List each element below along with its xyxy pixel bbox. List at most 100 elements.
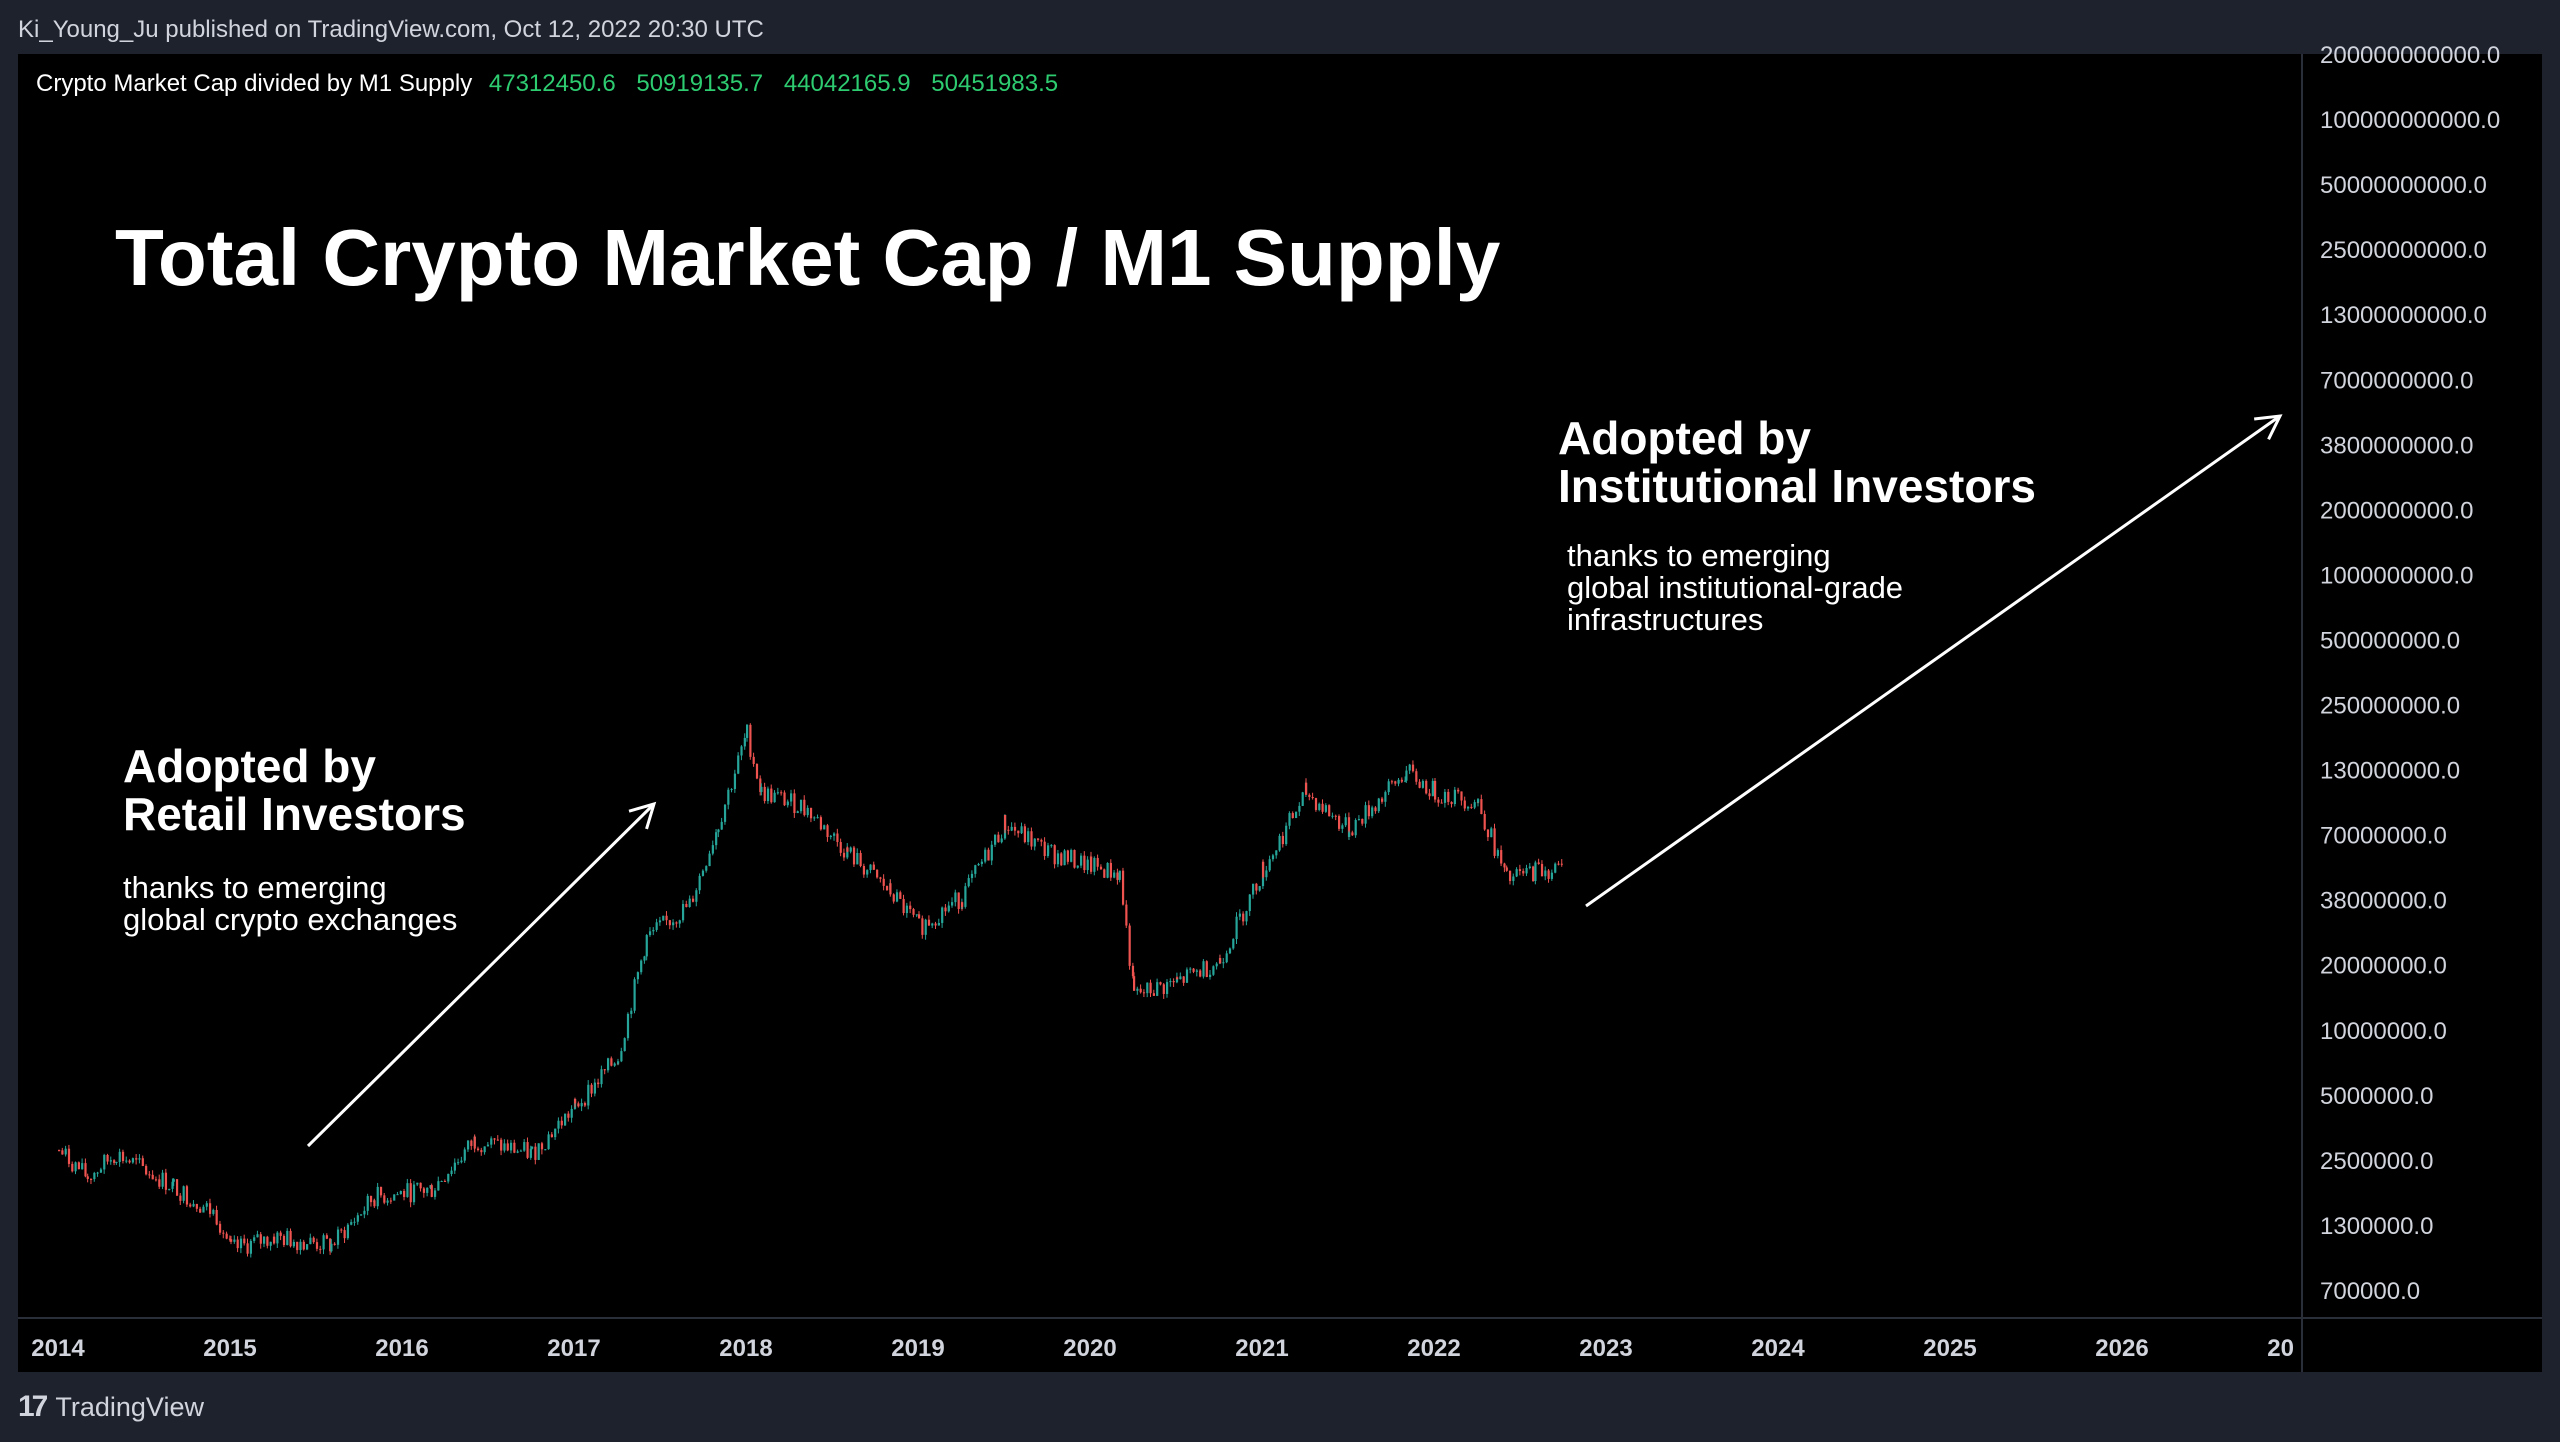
candle-body — [1480, 799, 1483, 815]
candle-body — [1364, 805, 1367, 824]
candle-body — [279, 1232, 282, 1236]
candle-body — [793, 793, 796, 814]
candle-body — [1550, 872, 1554, 879]
candle-body — [544, 1149, 547, 1151]
candle-body — [905, 905, 909, 914]
candle-body — [1030, 831, 1033, 847]
candle-body — [205, 1203, 208, 1207]
candle-body — [889, 883, 892, 895]
candle-body — [720, 821, 723, 830]
tradingview-logo[interactable]: 17 TradingView — [18, 1390, 204, 1424]
candle-body — [1086, 859, 1089, 871]
candle-body — [813, 817, 816, 819]
candle-body — [1010, 826, 1013, 831]
candle-body — [557, 1120, 560, 1129]
candle-body — [1534, 862, 1537, 882]
candle-body — [1017, 830, 1020, 834]
time-tick-label: 2023 — [1579, 1335, 1632, 1362]
candle-body — [540, 1143, 544, 1150]
candle-body — [902, 898, 905, 914]
candle-body — [141, 1158, 144, 1166]
candle-body — [96, 1172, 99, 1174]
candle-body — [1295, 811, 1298, 819]
chart-area[interactable] — [18, 54, 2542, 1372]
candle-body — [195, 1203, 198, 1209]
candle-body — [1301, 792, 1304, 806]
candle-body — [648, 931, 652, 936]
candle-body — [672, 922, 675, 926]
candle-body — [1515, 869, 1518, 877]
candle-body — [440, 1180, 443, 1182]
candle-body — [688, 898, 691, 901]
candle-body — [1421, 780, 1425, 788]
legend-high: 50919135.7 — [636, 70, 764, 97]
candle-body — [192, 1203, 195, 1207]
candle-body — [1381, 798, 1384, 802]
candle-body — [537, 1143, 540, 1160]
candle-body — [1099, 866, 1103, 870]
candle-body — [483, 1146, 486, 1153]
candle-body — [1331, 815, 1334, 817]
candle-body — [977, 863, 980, 866]
candle-body — [1033, 838, 1036, 847]
candle-body — [208, 1203, 212, 1214]
candle-body — [1179, 976, 1182, 980]
candle-body — [984, 849, 987, 862]
candle-body — [859, 853, 862, 867]
retail-sub-line1: thanks to emerging — [123, 870, 387, 905]
candle-body — [299, 1241, 302, 1251]
candle-body — [523, 1142, 526, 1151]
candle-body — [1557, 863, 1560, 865]
candle-body — [866, 870, 869, 875]
candle-body — [1328, 805, 1331, 817]
candle-body — [662, 915, 665, 921]
footer-bar — [0, 1372, 2560, 1442]
candle-body — [970, 873, 974, 879]
candle-body — [1405, 770, 1408, 781]
candle-body — [1453, 789, 1456, 805]
candle-body — [1176, 977, 1179, 980]
candle-body — [730, 789, 733, 791]
candle-body — [879, 877, 882, 879]
candle-body — [1149, 982, 1152, 994]
legend-close: 50451983.5 — [931, 70, 1059, 97]
candle-body — [1090, 856, 1093, 872]
candle-body — [519, 1150, 523, 1152]
candle-body — [379, 1186, 383, 1196]
candle-body — [406, 1183, 409, 1197]
candle-body — [1525, 867, 1528, 874]
candle-body — [1437, 799, 1440, 803]
candle-body — [723, 804, 727, 822]
candle-body — [1156, 982, 1159, 996]
candle-body — [1172, 981, 1175, 983]
candle-body — [1467, 806, 1470, 809]
price-tick-label: 3800000000.0 — [2320, 432, 2474, 459]
candle-body — [1076, 865, 1079, 868]
candle-body — [685, 903, 688, 908]
candle-body — [1298, 805, 1301, 812]
candle-body — [640, 960, 643, 973]
candle-body — [951, 902, 954, 906]
candle-body — [937, 922, 940, 926]
price-tick-label: 7000000000.0 — [2320, 367, 2474, 394]
candle-body — [109, 1160, 112, 1162]
candle-body — [1537, 862, 1540, 864]
candle-body — [760, 786, 763, 792]
candle-body — [450, 1170, 453, 1175]
price-tick-label: 1300000.0 — [2320, 1213, 2433, 1240]
price-tick-label: 250000000.0 — [2320, 693, 2460, 720]
candle-body — [630, 1010, 633, 1014]
candle-body — [1166, 982, 1169, 994]
candle-body — [819, 817, 823, 830]
candle-body — [746, 724, 749, 738]
legend-symbol[interactable]: Crypto Market Cap divided by M1 Supply — [36, 70, 473, 97]
price-tick-label: 2000000000.0 — [2320, 497, 2474, 524]
candle-body — [1314, 798, 1318, 810]
candle-body — [225, 1233, 228, 1239]
candle-body — [846, 847, 849, 858]
inst-sub-line1: thanks to emerging — [1567, 538, 1831, 573]
candle-body — [202, 1206, 205, 1213]
candle-body — [1242, 913, 1245, 922]
candle-body — [1390, 781, 1394, 783]
